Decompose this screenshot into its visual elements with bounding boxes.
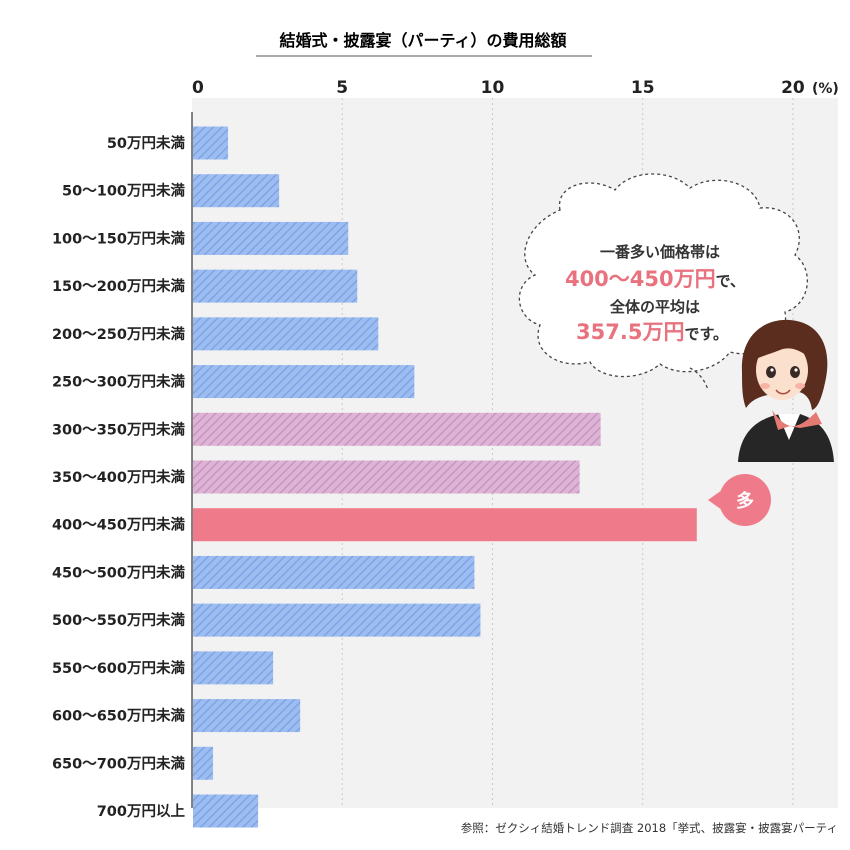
x-tick-labels: 0 5 10 15 20: [192, 78, 805, 98]
category-label: 200〜250万円未満: [52, 325, 186, 343]
category-label: 50〜100万円未満: [62, 182, 185, 200]
chart-title: 結婚式・披露宴（パーティ）の費用総額: [279, 31, 566, 50]
category-label: 100〜150万円未満: [52, 229, 186, 247]
callout-suffix-1: で、: [716, 272, 745, 290]
source-note: 参照：ゼクシィ結婚トレンド調査 2018「挙式、披露宴・披露宴パーティ: [461, 821, 838, 835]
category-label: 500〜550万円未満: [52, 611, 186, 629]
bar: [193, 317, 379, 351]
category-label: 50万円未満: [107, 134, 186, 152]
bar: [193, 221, 349, 255]
bar: [193, 174, 280, 208]
category-label: 400〜450万円未満: [52, 516, 186, 534]
callout-line-3: 全体の平均は: [609, 298, 700, 316]
callout-line-2: 400〜450万円で、: [565, 267, 745, 291]
category-label: 250〜300万円未満: [52, 373, 186, 391]
bar: [193, 603, 481, 637]
bar: [193, 794, 259, 828]
x-tick-label: 0: [192, 78, 204, 98]
top-badge: 多: [708, 474, 771, 526]
x-tick-label: 10: [481, 78, 505, 98]
category-label: 600〜650万円未満: [52, 707, 186, 725]
bar: [193, 699, 301, 733]
bar: [193, 746, 214, 780]
category-label: 150〜200万円未満: [52, 277, 186, 295]
bar: [193, 365, 415, 399]
category-label: 700万円以上: [97, 803, 186, 820]
bars: [193, 126, 697, 828]
callout-highlight-1: 400〜450万円: [565, 267, 716, 291]
bar: [193, 126, 229, 160]
callout-bubble: 一番多い価格帯は 400〜450万円で、 全体の平均は 357.5万円です。: [518, 173, 808, 391]
bar: [193, 269, 358, 303]
x-tick-label: 20: [781, 78, 805, 98]
callout-highlight-2: 357.5万円: [576, 320, 684, 344]
callout-suffix-2: です。: [684, 325, 728, 343]
category-label: 350〜400万円未満: [52, 468, 186, 486]
category-labels: 50万円未満 50〜100万円未満 100〜150万円未満 150〜200万円未満 20…: [52, 134, 186, 820]
category-label: 300〜350万円未満: [52, 420, 186, 438]
bar: [193, 412, 601, 446]
unit-label: (%): [812, 81, 839, 97]
bar: [193, 555, 475, 589]
category-label: 650〜700万円未満: [52, 754, 186, 772]
bar: [193, 460, 580, 494]
bar: [193, 651, 274, 685]
category-label: 550〜600万円未満: [52, 659, 186, 677]
x-tick-label: 15: [631, 78, 655, 98]
top-badge-label: 多: [736, 490, 754, 512]
woman-illustration: [738, 319, 834, 462]
bar: [193, 508, 697, 542]
callout-line-4: 357.5万円です。: [576, 320, 728, 344]
category-label: 450〜500万円未満: [52, 563, 186, 581]
callout-line-1: 一番多い価格帯は: [600, 243, 720, 261]
x-tick-label: 5: [336, 78, 348, 98]
